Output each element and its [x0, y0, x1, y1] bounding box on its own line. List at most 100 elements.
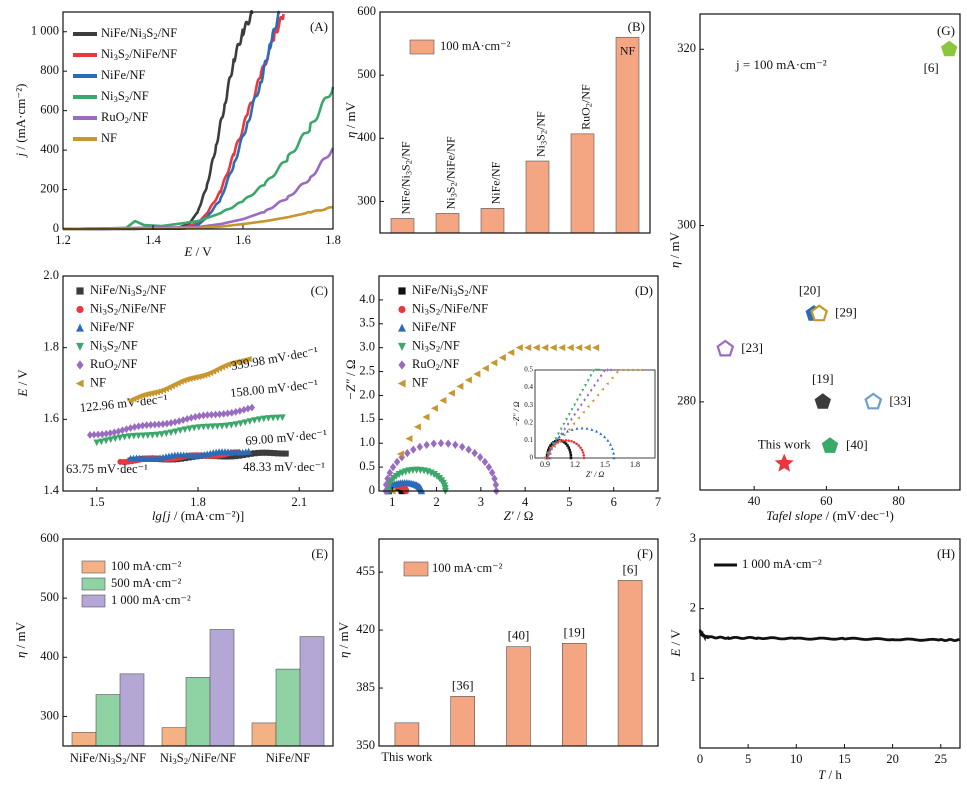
inset-point	[597, 368, 601, 372]
plot-frame	[379, 11, 651, 234]
data-point	[190, 424, 198, 432]
label-part: 3	[404, 171, 413, 175]
data-point	[151, 420, 158, 429]
inset-point	[552, 442, 555, 446]
label-part: /NF	[469, 283, 489, 297]
series-line	[63, 86, 335, 231]
label-part: RuO	[101, 110, 125, 124]
data-point	[147, 420, 154, 429]
legend-swatch	[403, 561, 429, 577]
label-part: S	[429, 338, 436, 352]
data-point	[95, 430, 102, 439]
y-tick-label: 400	[357, 130, 376, 144]
inset-y-tick-label: 0.4	[524, 383, 533, 391]
label-part: S	[533, 134, 547, 141]
y-axis-symbol: E	[668, 649, 683, 658]
legend-marker	[398, 305, 406, 314]
data-point	[144, 432, 152, 439]
label-part: 2	[142, 288, 146, 298]
data-point	[200, 423, 207, 431]
data-point	[236, 406, 243, 415]
data-point	[274, 414, 282, 422]
x-tick-label: 1	[389, 495, 395, 509]
legend-swatch	[81, 577, 106, 591]
data-point	[149, 432, 156, 439]
legend-label: RuO2​/NF	[101, 110, 149, 125]
panel-label: (D)	[635, 283, 653, 298]
x-tick-label: 2.1	[291, 495, 307, 509]
data-point	[532, 344, 540, 352]
legend-marker	[76, 342, 84, 351]
label-part: /NF	[440, 338, 460, 352]
x-category-label: Ni3​S2​/NiFe/NF	[160, 751, 236, 766]
x-tick-label: 1.4	[145, 233, 161, 247]
data-point	[184, 414, 191, 423]
data-point	[575, 344, 583, 352]
inset-point	[612, 451, 616, 455]
data-point	[172, 428, 179, 436]
label-part: NF	[620, 43, 636, 57]
data-point	[396, 450, 404, 458]
legend-label: NF	[412, 375, 428, 389]
y-tick-label: 0	[369, 483, 375, 497]
inset-point	[590, 427, 594, 431]
data-point	[159, 420, 166, 428]
x-category-label: NiFe/Ni3​S2​/NF	[70, 751, 146, 766]
y-tick-label: 600	[40, 103, 59, 117]
label-part: Ni	[443, 197, 457, 210]
label-part: RuO	[412, 357, 436, 371]
data-point	[103, 429, 110, 438]
legend-label: 1 000 mA·cm⁻²	[111, 593, 191, 607]
inset-point	[605, 382, 609, 386]
inset-y-tick-label: 0.2	[524, 418, 533, 426]
data-point	[810, 304, 829, 322]
inset-point	[611, 447, 614, 451]
plot-frame	[699, 538, 961, 749]
data-point	[458, 442, 466, 452]
label-part: 3	[114, 52, 119, 62]
inset-point	[566, 429, 569, 433]
y-axis-symbol: −Z″	[343, 379, 358, 401]
data-point	[774, 453, 794, 472]
label-part: Ni	[101, 89, 114, 103]
inset-point	[561, 439, 565, 442]
data-point	[116, 434, 124, 442]
label-part: 3	[131, 288, 136, 298]
plot-frame	[62, 11, 334, 230]
label-part: S	[118, 47, 125, 61]
data-point	[223, 422, 230, 430]
x-axis-symbol: E	[183, 244, 192, 259]
data-point	[102, 437, 110, 445]
data-point	[188, 374, 196, 382]
legend-label: NiFe/Ni3​S2​/NF	[90, 283, 166, 298]
series-line	[63, 9, 254, 231]
data-point	[389, 462, 397, 472]
inset-x-tick-label: 0.9	[540, 460, 550, 469]
data-point	[186, 425, 193, 433]
inset-point	[606, 438, 610, 442]
inset-y-tick-label: 0	[530, 454, 534, 462]
data-point	[158, 431, 166, 438]
label-part: /NF	[129, 89, 149, 103]
inset-y-label: −Z″ / Ω	[512, 401, 521, 426]
inset-point	[572, 422, 576, 426]
data-point	[246, 418, 254, 425]
data-point	[240, 405, 247, 414]
plot-frame	[378, 275, 659, 492]
data-point	[821, 437, 839, 453]
data-point	[127, 424, 134, 432]
data-point	[143, 421, 150, 430]
label-part: S	[107, 338, 114, 352]
label-part: NiFe/Ni	[398, 174, 412, 214]
x-axis-label: lg[j / (mA·cm⁻²)]	[152, 508, 244, 523]
inset-point	[557, 439, 561, 443]
data-point	[259, 449, 266, 456]
bar	[275, 668, 301, 747]
data-point	[176, 417, 183, 425]
data-point	[139, 421, 146, 430]
data-point	[465, 445, 472, 454]
data-point	[121, 433, 128, 441]
label-part: 2	[114, 344, 118, 354]
data-point	[216, 410, 223, 419]
